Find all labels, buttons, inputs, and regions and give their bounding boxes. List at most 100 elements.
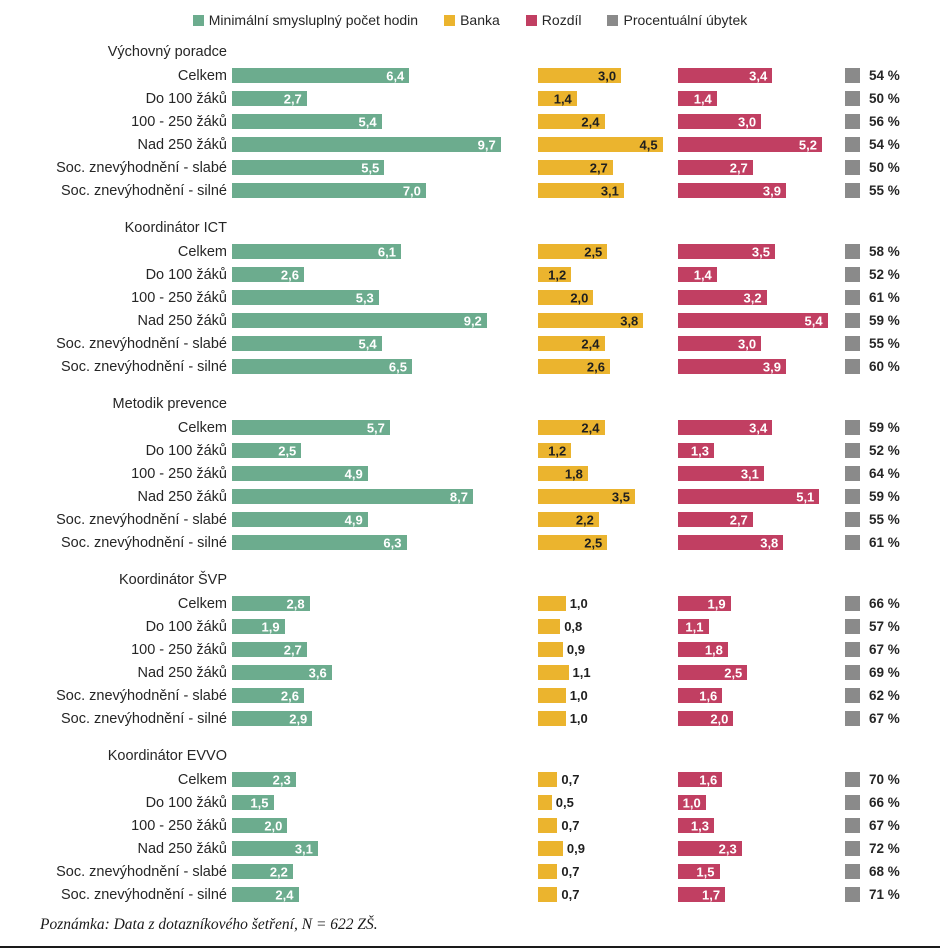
ubytek-pct-label: 64 % <box>869 466 900 481</box>
banka-bar: 2,6 <box>538 359 610 374</box>
banka-bar-cell: 2,4 <box>538 110 678 133</box>
ubytek-pct-label: 66 % <box>869 795 900 810</box>
min_hours-bar: 9,2 <box>232 313 487 328</box>
row-category-label: Celkem <box>177 419 227 436</box>
rozdil-value-label: 3,4 <box>749 420 768 435</box>
rozdil-bar-cell: 1,3 <box>678 439 845 462</box>
min_hours-bar: 7,0 <box>232 183 426 198</box>
rozdil-bar-cell: 3,5 <box>678 240 845 263</box>
rozdil-bar-cell: 3,9 <box>678 355 845 378</box>
banka-bar: 1,4 <box>538 91 577 106</box>
rozdil-bar: 1,0 <box>678 795 706 810</box>
min_hours-bar: 1,9 <box>232 619 285 634</box>
ubytek-square-icon <box>845 336 860 351</box>
legend-label: Procentuální úbytek <box>623 12 748 28</box>
banka-bar <box>538 596 566 611</box>
ubytek-square-icon <box>845 290 860 305</box>
ubytek-pct-label: 70 % <box>869 772 900 787</box>
banka-bar-cell: 1,8 <box>538 462 678 485</box>
banka-value-label: 1,2 <box>548 267 567 282</box>
banka-bar: 2,7 <box>538 160 613 175</box>
ubytek-pct-cell: 54 % <box>845 133 940 156</box>
banka-bar-cell: 2,5 <box>538 531 678 554</box>
group-title: Výchovný poradce <box>107 44 227 60</box>
banka-bar-cell: 0,7 <box>538 883 678 906</box>
banka-bar-cell: 1,0 <box>538 684 678 707</box>
banka-bar: 2,4 <box>538 336 605 351</box>
ubytek-pct-label: 72 % <box>869 841 900 856</box>
min_hours-bar-cell: 6,1 <box>227 240 538 263</box>
min_hours-value-label: 1,9 <box>261 619 280 634</box>
min_hours-bar: 2,6 <box>232 688 304 703</box>
rozdil-bar: 3,1 <box>678 466 764 481</box>
banka-bar: 3,0 <box>538 68 622 83</box>
row-category-label: Soc. znevýhodnění - silné <box>60 534 227 551</box>
rozdil-bar: 1,5 <box>678 864 720 879</box>
row-category-label: 100 - 250 žáků <box>131 641 227 658</box>
min_hours-bar: 3,1 <box>232 841 318 856</box>
ubytek-pct-label: 68 % <box>869 864 900 879</box>
banka-value-label: 1,4 <box>553 91 572 106</box>
ubytek-pct-cell: 50 % <box>845 156 940 179</box>
rozdil-value-label: 1,1 <box>685 619 704 634</box>
min_hours-bar: 2,3 <box>232 772 296 787</box>
ubytek-square-icon <box>845 772 860 787</box>
banka-value-label: 2,4 <box>581 336 600 351</box>
banka-value-label: 1,0 <box>569 596 588 611</box>
ubytek-pct-label: 54 % <box>869 137 900 152</box>
ubytek-pct-cell: 59 % <box>845 416 940 439</box>
chart-row: Soc. znevýhodnění - silné 7,0 3,1 3,9 55 % <box>0 179 940 202</box>
min_hours-bar-cell: 5,4 <box>227 110 538 133</box>
min_hours-bar-cell: 5,5 <box>227 156 538 179</box>
min_hours-value-label: 2,2 <box>269 864 288 879</box>
min_hours-bar-cell: 2,3 <box>227 768 538 791</box>
chart-row: 100 - 250 žáků 4,9 1,8 3,1 64 % <box>0 462 940 485</box>
ubytek-pct-cell: 50 % <box>845 87 940 110</box>
min_hours-bar: 2,9 <box>232 711 313 726</box>
banka-bar-cell: 1,2 <box>538 263 678 286</box>
rozdil-value-label: 1,4 <box>693 91 712 106</box>
ubytek-pct-cell: 68 % <box>845 860 940 883</box>
min_hours-bar-cell: 2,5 <box>227 439 538 462</box>
rozdil-bar-cell: 1,1 <box>678 615 845 638</box>
min_hours-bar-cell: 1,5 <box>227 791 538 814</box>
rozdil-value-label: 5,1 <box>796 489 815 504</box>
ubytek-square-icon <box>845 642 860 657</box>
ubytek-square-icon <box>845 114 860 129</box>
banka-bar-cell: 3,5 <box>538 485 678 508</box>
banka-value-label: 1,0 <box>569 688 588 703</box>
ubytek-pct-label: 54 % <box>869 68 900 83</box>
min_hours-value-label: 6,1 <box>377 244 396 259</box>
rozdil-bar-cell: 5,1 <box>678 485 845 508</box>
min_hours-bar: 2,7 <box>232 642 307 657</box>
chart-row: Do 100 žáků 1,5 0,5 1,0 66 % <box>0 791 940 814</box>
banka-bar: 3,5 <box>538 489 635 504</box>
chart-row: Nad 250 žáků 9,2 3,8 5,4 59 % <box>0 309 940 332</box>
banka-bar-cell: 0,7 <box>538 768 678 791</box>
min_hours-bar: 6,3 <box>232 535 407 550</box>
ubytek-pct-label: 69 % <box>869 665 900 680</box>
ubytek-pct-label: 58 % <box>869 244 900 259</box>
min_hours-bar: 2,8 <box>232 596 310 611</box>
legend-swatch-icon <box>444 14 456 26</box>
banka-bar-cell: 4,5 <box>538 133 678 156</box>
min_hours-bar: 6,5 <box>232 359 412 374</box>
chart-row: Soc. znevýhodnění - slabé 4,9 2,2 2,7 55 % <box>0 508 940 531</box>
min_hours-bar: 5,3 <box>232 290 379 305</box>
banka-value-label: 2,6 <box>586 359 605 374</box>
rozdil-bar: 1,6 <box>678 688 723 703</box>
banka-bar: 2,5 <box>538 535 608 550</box>
banka-value-label: 0,9 <box>566 642 585 657</box>
chart-row: Celkem 2,3 0,7 1,6 70 % <box>0 768 940 791</box>
rozdil-value-label: 3,2 <box>743 290 762 305</box>
rozdil-value-label: 3,1 <box>740 466 759 481</box>
chart-group: Koordinátor ICT Celkem 6,1 2,5 3,5 58 % Do 100… <box>0 217 940 378</box>
row-category-label: 100 - 250 žáků <box>131 113 227 130</box>
banka-bar: 2,5 <box>538 244 608 259</box>
rozdil-value-label: 1,6 <box>699 688 718 703</box>
group-title: Koordinátor ŠVP <box>118 572 227 588</box>
legend-item-banka: Banka <box>444 12 500 28</box>
ubytek-pct-cell: 59 % <box>845 309 940 332</box>
rozdil-bar: 3,4 <box>678 68 773 83</box>
